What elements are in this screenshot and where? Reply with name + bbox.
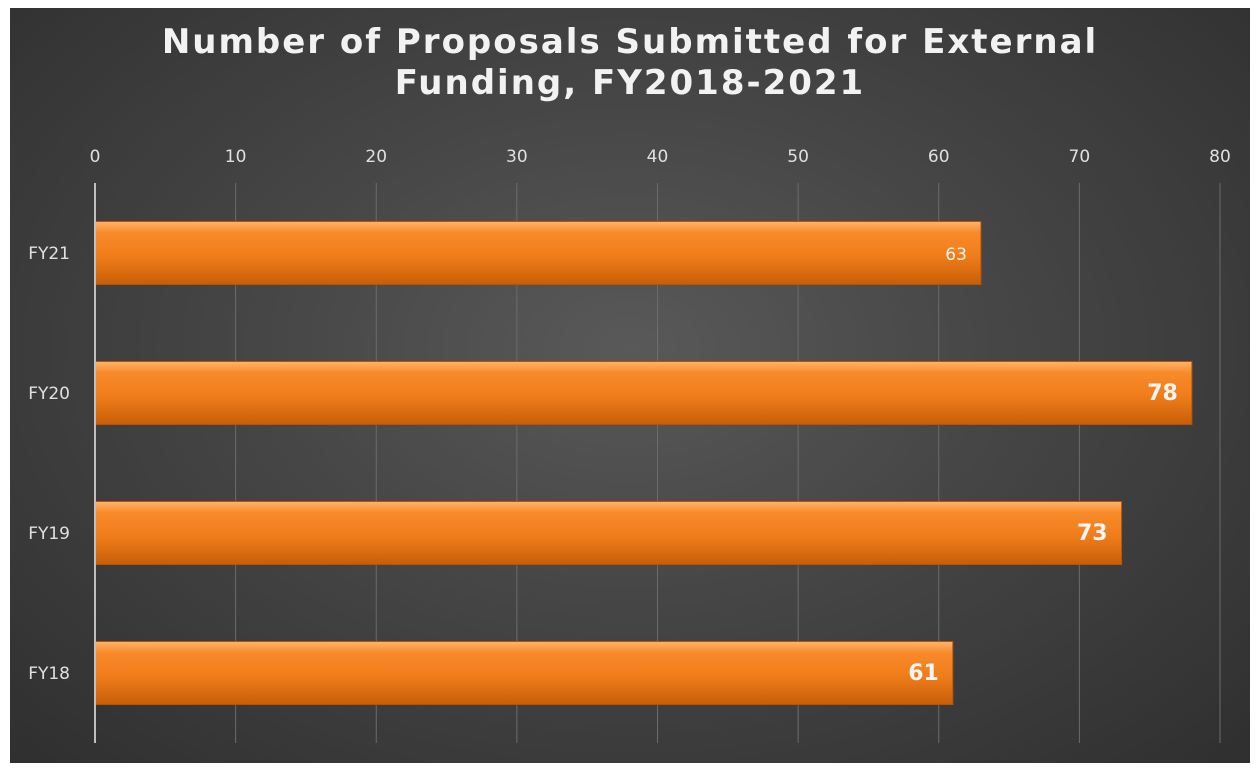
bars: 63 78 73 61: [94, 221, 1193, 705]
bar-fy20: [94, 361, 1193, 425]
category-label-fy20: FY20: [28, 384, 70, 404]
x-tick-label: 80: [1209, 147, 1231, 167]
x-tick-label: 50: [787, 147, 809, 167]
x-tick-label: 0: [90, 147, 101, 167]
data-label-fy18: 61: [908, 661, 939, 686]
x-tick-label: 60: [928, 147, 950, 167]
x-tick-label: 70: [1069, 147, 1091, 167]
bar-fy21: [94, 221, 982, 285]
chart-title-line-2: Funding, FY2018-2021: [394, 63, 866, 103]
chart-title-line-1: Number of Proposals Submitted for Extern…: [161, 22, 1099, 62]
x-tick-label: 20: [365, 147, 387, 167]
data-label-fy21: 63: [945, 245, 967, 265]
x-tick-label: 40: [647, 147, 669, 167]
bar-fy19: [94, 501, 1123, 565]
y-axis-category-labels: FY21 FY20 FY19 FY18: [28, 244, 70, 684]
category-label-fy19: FY19: [28, 524, 70, 544]
category-label-fy21: FY21: [28, 244, 70, 264]
data-label-fy20: 78: [1147, 381, 1178, 406]
category-label-fy18: FY18: [28, 664, 70, 684]
chart-title: Number of Proposals Submitted for Extern…: [10, 22, 1250, 104]
x-axis-tick-labels: 0 10 20 30 40 50 60 70 80: [90, 147, 1231, 167]
x-tick-label: 30: [506, 147, 528, 167]
chart-area: Number of Proposals Submitted for Extern…: [10, 8, 1250, 763]
x-tick-label: 10: [225, 147, 247, 167]
bar-fy18: [94, 641, 954, 705]
data-label-fy19: 73: [1077, 521, 1108, 546]
